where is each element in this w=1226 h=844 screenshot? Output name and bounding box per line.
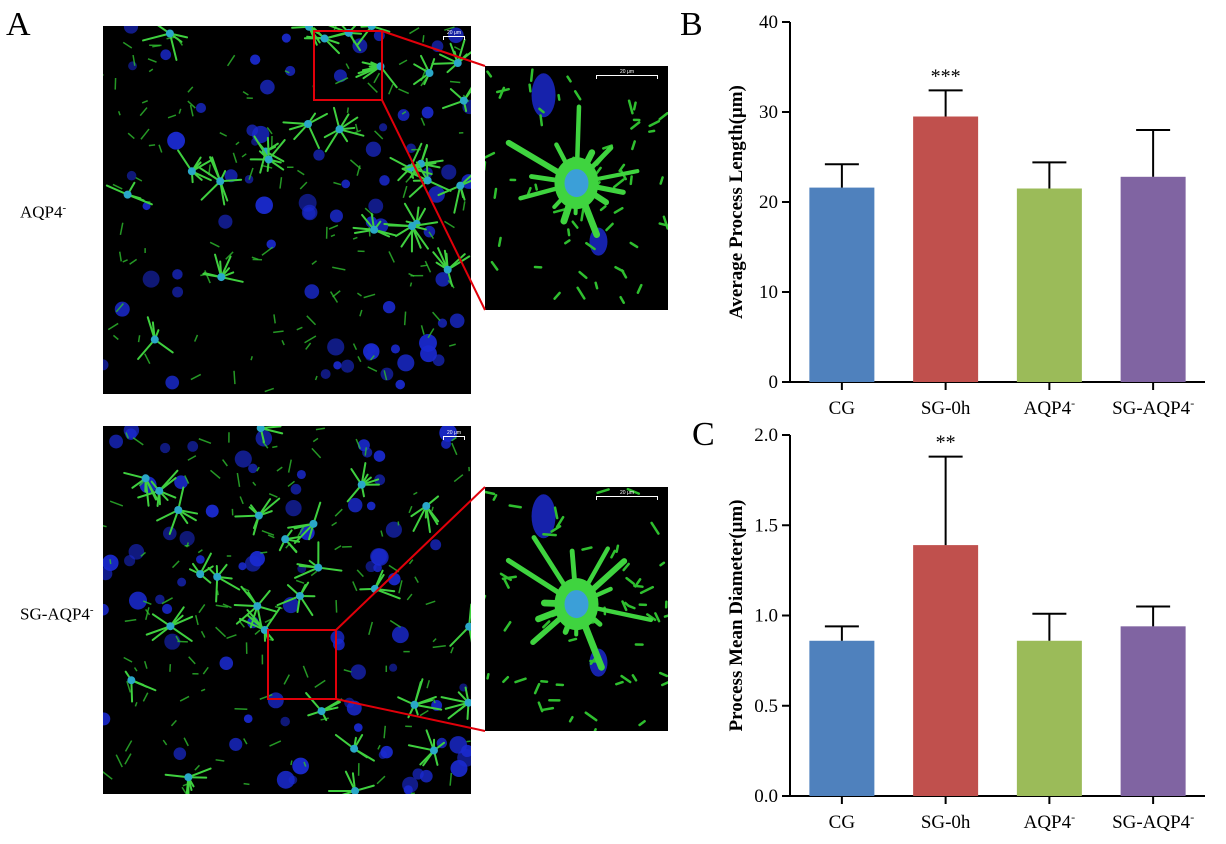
scale-bar-text: 20 μm — [620, 69, 634, 75]
bar — [1016, 188, 1082, 382]
panel-label-b: B — [680, 6, 703, 43]
scale-bar: 20 μm — [596, 69, 658, 79]
scale-bar-line — [596, 75, 658, 79]
x-tick-label: SG-AQP4- — [1112, 396, 1194, 419]
micrograph-sg-aqp4-inset: 20 μm — [485, 487, 668, 731]
x-tick-label-sup: - — [1071, 396, 1075, 410]
row-label-sg-aqp4-main: SG-AQP4 — [20, 604, 90, 624]
x-tick-label: SG-0h — [921, 398, 971, 419]
row-label-sg-aqp4-sup: - — [89, 604, 94, 616]
x-tick-label: AQP4- — [1024, 810, 1076, 833]
y-tick-label: 1.5 — [754, 515, 778, 536]
y-tick-label: 20 — [759, 192, 778, 213]
row-label-aqp4: AQP4- — [20, 202, 66, 223]
y-tick-label: 0.5 — [754, 696, 778, 717]
bar — [809, 187, 875, 382]
y-tick-label: 0.0 — [754, 786, 778, 807]
y-tick-label: 1.0 — [754, 606, 778, 627]
chart-c: 0.0 0.5 1.0 1.5 2.0 Process Mean Diameter(μm)… — [726, 425, 1205, 833]
y-tick-label: 30 — [759, 102, 778, 123]
y-axis-title: Process Mean Diameter(μm) — [726, 500, 747, 732]
bar — [913, 545, 979, 796]
x-tick-label: SG-AQP4- — [1112, 810, 1194, 833]
row-label-aqp4-sup: - — [62, 202, 67, 214]
x-tick-label: SG-0h — [921, 812, 971, 833]
chart-b: 0 10 20 30 40 Average Process Length(μm) CG SG-… — [726, 12, 1205, 419]
bar — [1120, 626, 1186, 796]
scale-bar: 20 μm — [596, 490, 658, 500]
x-tick-label: CG — [829, 812, 856, 833]
x-tick-label: CG — [829, 398, 856, 419]
scale-bar-text: 20 μm — [447, 430, 461, 436]
scale-bar-text: 20 μm — [620, 490, 634, 496]
bar — [809, 640, 875, 796]
y-axis-title: Average Process Length(μm) — [726, 85, 747, 319]
x-tick-label-sup: - — [1190, 396, 1194, 410]
panel-label-c: C — [692, 416, 715, 453]
scale-bar: 20 μm — [443, 430, 465, 440]
y-tick-label: 10 — [759, 282, 778, 303]
bar — [1016, 640, 1082, 796]
row-label-aqp4-main: AQP4 — [20, 202, 63, 222]
x-tick-label: AQP4- — [1024, 396, 1076, 419]
significance-label: ** — [936, 432, 956, 454]
y-tick-label: 40 — [759, 12, 778, 33]
bar — [913, 116, 979, 382]
scale-bar-line — [596, 496, 658, 500]
y-tick-label: 2.0 — [754, 425, 778, 446]
significance-label: *** — [931, 65, 961, 87]
row-label-sg-aqp4: SG-AQP4- — [20, 604, 94, 625]
scale-bar-line — [443, 436, 465, 440]
y-tick-label: 0 — [769, 372, 779, 393]
bar — [1120, 176, 1186, 382]
x-tick-label-sup: - — [1190, 810, 1194, 824]
panel-label-a: A — [6, 6, 31, 43]
micrograph-aqp4-inset: 20 μm — [485, 66, 668, 310]
x-tick-label-sup: - — [1071, 810, 1075, 824]
